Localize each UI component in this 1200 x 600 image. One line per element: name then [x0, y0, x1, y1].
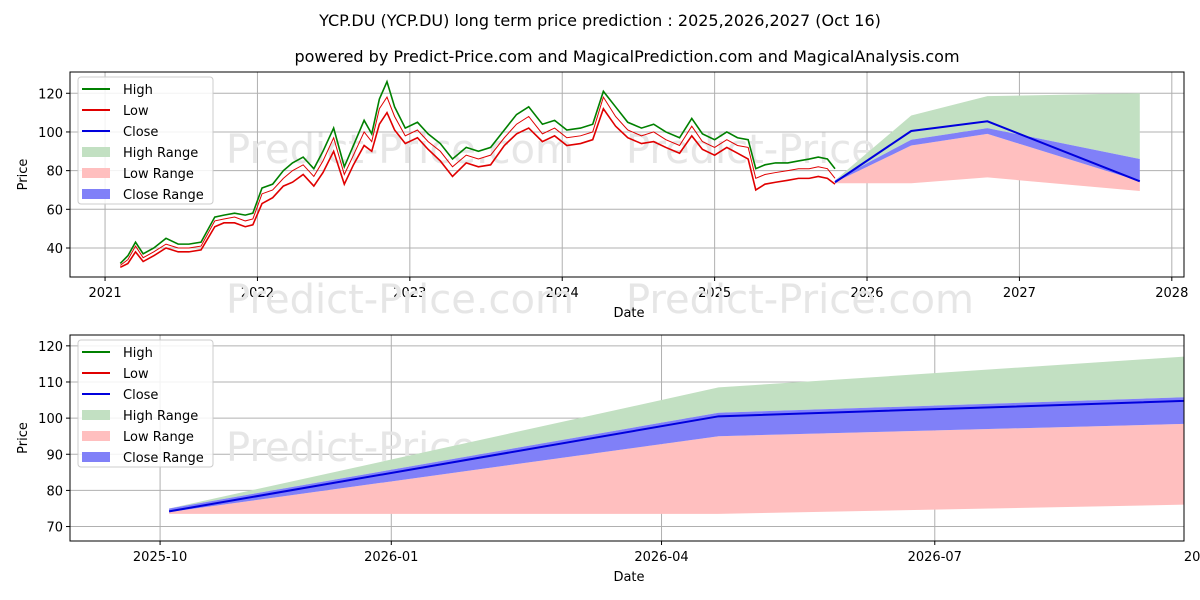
- x-tick-label: 2023: [393, 286, 426, 301]
- y-tick-label: 70: [46, 521, 63, 536]
- close-prediction-line: [834, 120, 1141, 184]
- y-axis-label: Price: [16, 159, 31, 191]
- x-tick-label: 2026-01: [364, 550, 418, 565]
- legend-box: [77, 76, 214, 205]
- legend-high-range-label: High Range: [123, 409, 198, 424]
- legend-high-range-label: High Range: [123, 146, 198, 161]
- x-tick-label: 2024: [546, 286, 579, 301]
- high-range-band: [169, 356, 1184, 509]
- x-axis-label: Date: [613, 570, 644, 585]
- legend-close-label: Close: [123, 125, 158, 140]
- low-series-line: [119, 107, 836, 269]
- x-tick-label: 2026-04: [634, 550, 688, 565]
- legend-box: [77, 339, 214, 468]
- plot-area: [168, 356, 1184, 514]
- plot-frame: [69, 334, 1185, 542]
- plot-area: [119, 79, 1141, 269]
- y-tick-label: 120: [38, 340, 63, 355]
- high-range-band: [835, 93, 1140, 181]
- y-axis-label: Price: [16, 422, 31, 454]
- legend-low-label: Low: [123, 367, 149, 382]
- legend-close-range-swatch: [82, 189, 110, 199]
- legend-low-range-swatch: [82, 431, 110, 441]
- y-tick-label: 40: [46, 242, 63, 257]
- y-tick-label: 100: [38, 412, 63, 427]
- legend-high-range-swatch: [82, 410, 110, 420]
- watermark-text: Predict-Price.com: [226, 277, 574, 323]
- legend-close-label: Close: [123, 388, 158, 403]
- x-tick-label: 2028: [1155, 286, 1188, 301]
- high-series-line: [119, 79, 836, 265]
- y-tick-label: 110: [38, 376, 63, 391]
- close-range-band: [169, 397, 1184, 513]
- close-prediction-line: [168, 399, 1184, 513]
- y-tick-label: 60: [46, 203, 63, 218]
- x-tick-label: 2026-10: [1184, 550, 1200, 565]
- legend-low-range-label: Low Range: [123, 430, 194, 445]
- y-tick-label: 80: [46, 165, 63, 180]
- y-tick-label: 80: [46, 484, 63, 499]
- legend-low-range-label: Low Range: [123, 167, 194, 182]
- legend-low-label: Low: [123, 104, 149, 119]
- x-tick-label: 2027: [1003, 286, 1036, 301]
- low-range-band: [169, 423, 1184, 514]
- x-tick-label: 2026-07: [908, 550, 962, 565]
- x-tick-label: 2021: [89, 286, 122, 301]
- legend-low-range-swatch: [82, 168, 110, 178]
- x-tick-label: 2025-10: [133, 550, 187, 565]
- watermark-text: Predict-Price.com: [226, 127, 574, 173]
- close-range-band: [835, 128, 1140, 183]
- legend-close-range-label: Close Range: [123, 188, 204, 203]
- legend-close-range-label: Close Range: [123, 451, 204, 466]
- y-tick-label: 90: [46, 448, 63, 463]
- chart-subtitle: powered by Predict-Price.com and Magical…: [294, 47, 959, 66]
- legend-high-range-swatch: [82, 147, 110, 157]
- chart-title: YCP.DU (YCP.DU) long term price predicti…: [318, 11, 881, 30]
- legend-high-label: High: [123, 83, 153, 98]
- low-range-band: [835, 133, 1140, 191]
- x-tick-label: 2022: [241, 286, 274, 301]
- plot-frame: [69, 71, 1185, 278]
- x-axis-label: Date: [613, 306, 644, 321]
- y-tick-label: 100: [38, 126, 63, 141]
- close-history-line: [119, 95, 836, 266]
- y-tick-label: 120: [38, 87, 63, 102]
- legend-close-range-swatch: [82, 452, 110, 462]
- legend-high-label: High: [123, 346, 153, 361]
- x-tick-label: 2025: [698, 286, 731, 301]
- x-tick-label: 2026: [850, 286, 883, 301]
- watermark-text: Predict-Price.com: [626, 277, 974, 323]
